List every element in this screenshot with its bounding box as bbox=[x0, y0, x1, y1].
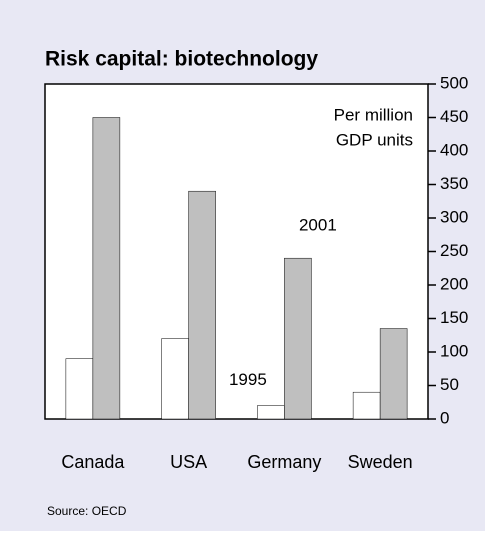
y-tick-label: 250 bbox=[440, 241, 468, 260]
y-axis-label: GDP units bbox=[336, 130, 413, 149]
bar bbox=[65, 358, 94, 420]
x-tick-label: Canada bbox=[61, 452, 125, 472]
x-tick-label: Germany bbox=[247, 452, 321, 472]
bar bbox=[92, 117, 121, 420]
bar bbox=[188, 190, 216, 420]
bar bbox=[257, 405, 285, 420]
y-tick-label: 450 bbox=[440, 107, 468, 126]
x-tick-label: USA bbox=[170, 452, 207, 472]
y-tick-label: 500 bbox=[440, 73, 468, 92]
bar bbox=[161, 338, 189, 420]
y-tick-label: 0 bbox=[440, 408, 449, 427]
y-tick-label: 300 bbox=[440, 207, 468, 226]
bar bbox=[379, 328, 408, 420]
y-tick-label: 350 bbox=[440, 174, 468, 193]
y-tick-label: 50 bbox=[440, 375, 459, 394]
x-tick-label: Sweden bbox=[348, 452, 413, 472]
legend-label: 1995 bbox=[229, 370, 267, 389]
y-tick-label: 100 bbox=[440, 341, 468, 360]
y-tick-label: 400 bbox=[440, 140, 468, 159]
bar bbox=[284, 257, 312, 420]
legend-label: 2001 bbox=[299, 216, 337, 235]
bar bbox=[352, 391, 381, 420]
y-tick-label: 200 bbox=[440, 274, 468, 293]
chart-title: Risk capital: biotechnology bbox=[45, 48, 318, 71]
source-note: Source: OECD bbox=[47, 504, 127, 518]
y-axis-label: Per million bbox=[334, 105, 413, 124]
y-tick-label: 150 bbox=[440, 308, 468, 327]
